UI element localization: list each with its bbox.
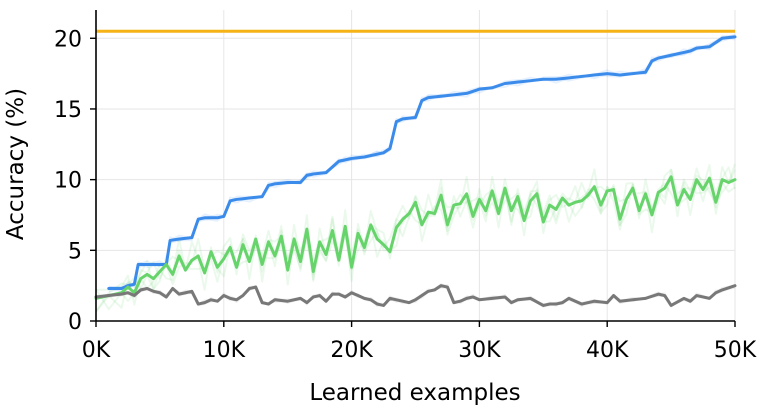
- y-axis-title: Accuracy (%): [3, 88, 29, 240]
- y-tick-label: 20: [54, 27, 82, 52]
- y-tick-label: 15: [54, 98, 82, 123]
- series-run-line: [95, 284, 736, 308]
- y-tick-label: 10: [54, 169, 82, 194]
- series-run-line: [95, 283, 736, 307]
- axes: [95, 10, 735, 322]
- series-line: [94, 284, 737, 307]
- series-line: [94, 175, 737, 300]
- series-shades: [95, 33, 736, 313]
- series-line: [107, 35, 737, 290]
- x-tick-label: 30K: [458, 338, 501, 363]
- x-axis-title: Learned examples: [309, 380, 520, 406]
- x-tick-label: 0K: [82, 338, 111, 363]
- series-run-line: [95, 283, 736, 308]
- series-run-line: [108, 35, 736, 293]
- x-tick-label: 50K: [714, 338, 757, 363]
- x-tick-label: 20K: [330, 338, 373, 363]
- y-tick-label: 0: [68, 310, 82, 335]
- x-tick-label: 40K: [586, 338, 629, 363]
- series-lines: [94, 29, 737, 307]
- y-tick-label: 5: [68, 239, 82, 264]
- series-run-line: [108, 35, 736, 293]
- series-run-line: [95, 284, 736, 308]
- grid: [96, 10, 736, 321]
- x-tick-label: 10K: [203, 338, 246, 363]
- ticks: 0K 10K 20K 30K 40K 50K 0 5 10 15 20: [54, 27, 757, 363]
